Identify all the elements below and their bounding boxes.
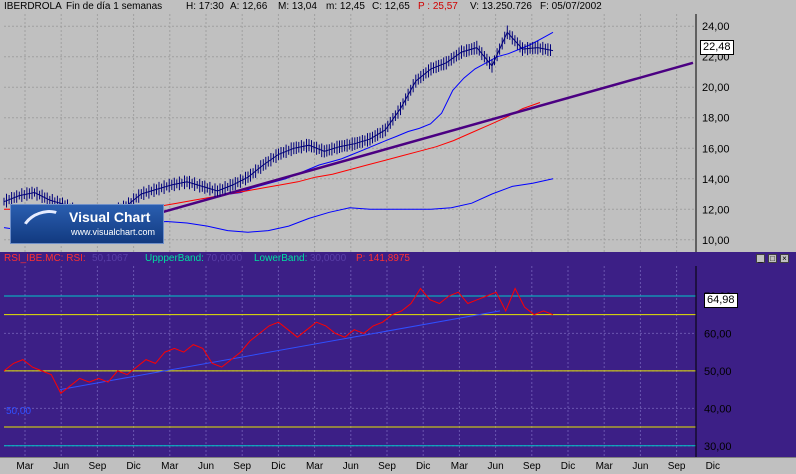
month-tick-label: Dic bbox=[560, 461, 576, 472]
maximize-button[interactable]: □ bbox=[768, 254, 777, 263]
close-button[interactable]: × bbox=[780, 254, 789, 263]
price-tick-label: 10,00 bbox=[702, 235, 730, 247]
month-tick-label: Jun bbox=[632, 461, 649, 472]
month-tick-label: Sep bbox=[667, 461, 686, 472]
month-tick-label: Dic bbox=[705, 461, 721, 472]
month-tick-label: Sep bbox=[233, 461, 252, 472]
month-tick-label: Jun bbox=[53, 461, 70, 472]
rsi-value: 50,1067 bbox=[92, 253, 129, 264]
price-tick-label: 14,00 bbox=[702, 174, 730, 186]
price-tick-label: 12,00 bbox=[702, 204, 730, 216]
month-tick-label: Dic bbox=[126, 461, 141, 472]
price-tick-label: 18,00 bbox=[702, 113, 730, 125]
month-tick-label: Dic bbox=[271, 461, 286, 472]
price-tick-label: 16,00 bbox=[702, 143, 730, 155]
high-value: M: 13,04 bbox=[278, 1, 317, 12]
month-tick-label: Mar bbox=[16, 461, 34, 472]
price-p-value: P : 25,57 bbox=[418, 1, 458, 12]
price-tick-label: 24,00 bbox=[702, 21, 730, 33]
upper-band-value: 70,0000 bbox=[206, 253, 243, 264]
visual-chart-logo: Visual Chart www.visualchart.com bbox=[10, 204, 164, 250]
rsi-line bbox=[3, 287, 554, 395]
price-panel[interactable]: IBERDROLA Fin de día 1 semanas H: 17:30 … bbox=[0, 0, 796, 252]
lower-band-value: 30,0000 bbox=[310, 253, 347, 264]
rsi-tick-label: 40,00 bbox=[704, 403, 732, 415]
period-label: Fin de día 1 semanas bbox=[66, 1, 163, 12]
month-tick-label: Sep bbox=[88, 461, 107, 472]
minimize-button[interactable]: _ bbox=[756, 254, 765, 263]
rsi-last-value: 64,98 bbox=[704, 293, 738, 308]
time-axis: Mar Jun Sep Dic Mar Jun Sep Dic Mar Jun Sep Dic Mar J… bbox=[0, 457, 796, 474]
low-value: m: 12,45 bbox=[326, 1, 365, 12]
hour-value: H: 17:30 bbox=[186, 1, 224, 12]
upper-band-line bbox=[229, 31, 554, 195]
logo-name: Visual Chart bbox=[69, 209, 151, 225]
month-tick-label: Sep bbox=[378, 461, 396, 472]
trendline bbox=[139, 61, 694, 220]
month-tick-label: Mar bbox=[595, 461, 613, 472]
month-tick-label: Mar bbox=[305, 461, 324, 472]
rsi-title-bar: RSI_IBE.MC: RSI: 50,1067 UppperBand: 70,… bbox=[0, 252, 796, 265]
month-tick-label: Mar bbox=[450, 461, 469, 472]
logo-url: www.visualchart.com bbox=[71, 227, 156, 237]
rsi-p-value: P: 141,8975 bbox=[356, 253, 410, 264]
month-tick-label: Mar bbox=[161, 461, 179, 472]
logo-swoosh-icon bbox=[16, 204, 72, 250]
volume-value: V: 13.250.726 bbox=[470, 1, 532, 12]
rsi-tick-label: 60,00 bbox=[704, 328, 732, 340]
price-last-value: 22,48 bbox=[700, 40, 734, 55]
rsi-trendline bbox=[59, 310, 501, 391]
price-tick-label: 20,00 bbox=[702, 82, 730, 94]
open-value: A: 12,66 bbox=[230, 1, 268, 12]
rsi-panel[interactable]: RSI_IBE.MC: RSI: 50,1067 UppperBand: 70,… bbox=[0, 252, 796, 457]
rsi-tick-label: 50,00 bbox=[704, 366, 732, 378]
rsi-side-label: 50,00 bbox=[6, 406, 32, 417]
date-value: F: 05/07/2002 bbox=[540, 1, 602, 12]
rsi-name: RSI_IBE.MC: RSI: bbox=[4, 253, 86, 264]
price-title-bar: IBERDROLA Fin de día 1 semanas H: 17:30 … bbox=[0, 0, 796, 13]
upper-band-label: UppperBand: bbox=[145, 253, 204, 264]
month-tick-label: Jun bbox=[487, 461, 504, 472]
close-value: C: 12,65 bbox=[372, 1, 410, 12]
rsi-tick-label: 30,00 bbox=[704, 441, 732, 453]
lower-band-label: LowerBand: bbox=[254, 253, 308, 264]
month-tick-label: Jun bbox=[342, 461, 359, 472]
month-tick-label: Jun bbox=[197, 461, 215, 472]
month-tick-label: Sep bbox=[522, 461, 541, 472]
symbol-name: IBERDROLA bbox=[4, 1, 62, 12]
month-tick-label: Dic bbox=[415, 461, 431, 472]
